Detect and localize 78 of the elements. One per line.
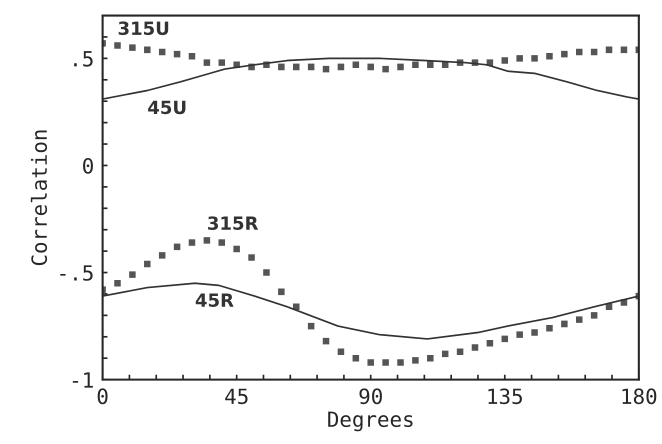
point — [144, 260, 151, 268]
point — [308, 64, 314, 70]
point — [620, 46, 628, 54]
x-tick-label: 135 — [488, 388, 522, 404]
point — [590, 48, 598, 56]
point — [367, 359, 374, 366]
point — [233, 246, 240, 252]
x-axis-title: Degrees — [328, 412, 413, 432]
point — [427, 354, 434, 362]
point — [188, 239, 196, 246]
point — [397, 359, 404, 366]
x-tick-label: 0 — [98, 388, 108, 404]
annotation: 45R — [196, 294, 234, 307]
point — [204, 237, 210, 244]
point — [322, 338, 330, 344]
point — [278, 64, 285, 70]
point — [502, 336, 508, 342]
point — [338, 64, 344, 70]
y-tick-label: 0 — [83, 158, 93, 174]
point — [114, 280, 121, 287]
point — [188, 52, 196, 60]
point — [472, 344, 478, 351]
x-tick-label: 180 — [622, 388, 656, 404]
point — [516, 55, 523, 62]
point — [114, 42, 121, 49]
point — [278, 288, 285, 296]
point — [292, 64, 300, 70]
point — [412, 62, 419, 68]
y-tick-label: -.5 — [60, 265, 93, 281]
point — [129, 44, 136, 51]
point — [531, 329, 538, 336]
point — [576, 316, 583, 323]
point — [427, 62, 434, 68]
point — [322, 66, 330, 72]
point — [204, 59, 210, 66]
y-tick-label: -1 — [72, 372, 93, 388]
point — [397, 64, 404, 70]
x-tick-label: 90 — [359, 388, 382, 404]
point — [158, 48, 166, 56]
point — [576, 48, 583, 56]
point — [486, 340, 494, 346]
annotation: 315U — [118, 21, 168, 36]
point — [546, 324, 553, 332]
point — [531, 55, 538, 62]
point — [352, 62, 360, 68]
point — [367, 64, 374, 70]
point — [218, 239, 226, 246]
point — [382, 66, 389, 72]
point — [412, 357, 419, 364]
y-tick-label: .5 — [74, 51, 93, 67]
point — [516, 331, 523, 338]
point — [561, 50, 568, 58]
line-series — [102, 282, 639, 340]
point — [590, 312, 598, 319]
annotation: 45U — [148, 100, 186, 114]
y-axis-title: Correlation — [30, 130, 48, 266]
point — [174, 244, 180, 250]
annotation: 315R — [208, 216, 258, 230]
point — [352, 354, 360, 362]
line-series — [102, 58, 639, 100]
point — [129, 271, 136, 278]
point — [338, 348, 344, 356]
point — [174, 50, 180, 58]
point — [546, 52, 553, 60]
point — [606, 304, 612, 310]
point — [144, 46, 151, 54]
point — [502, 57, 508, 64]
point — [158, 252, 166, 259]
point — [263, 269, 270, 276]
point — [248, 254, 255, 261]
point — [456, 348, 464, 356]
point — [218, 59, 226, 66]
x-tick-label: 45 — [225, 388, 248, 404]
point — [308, 322, 314, 330]
point — [442, 350, 448, 358]
point — [606, 46, 612, 54]
point — [382, 359, 389, 366]
point — [561, 320, 568, 328]
